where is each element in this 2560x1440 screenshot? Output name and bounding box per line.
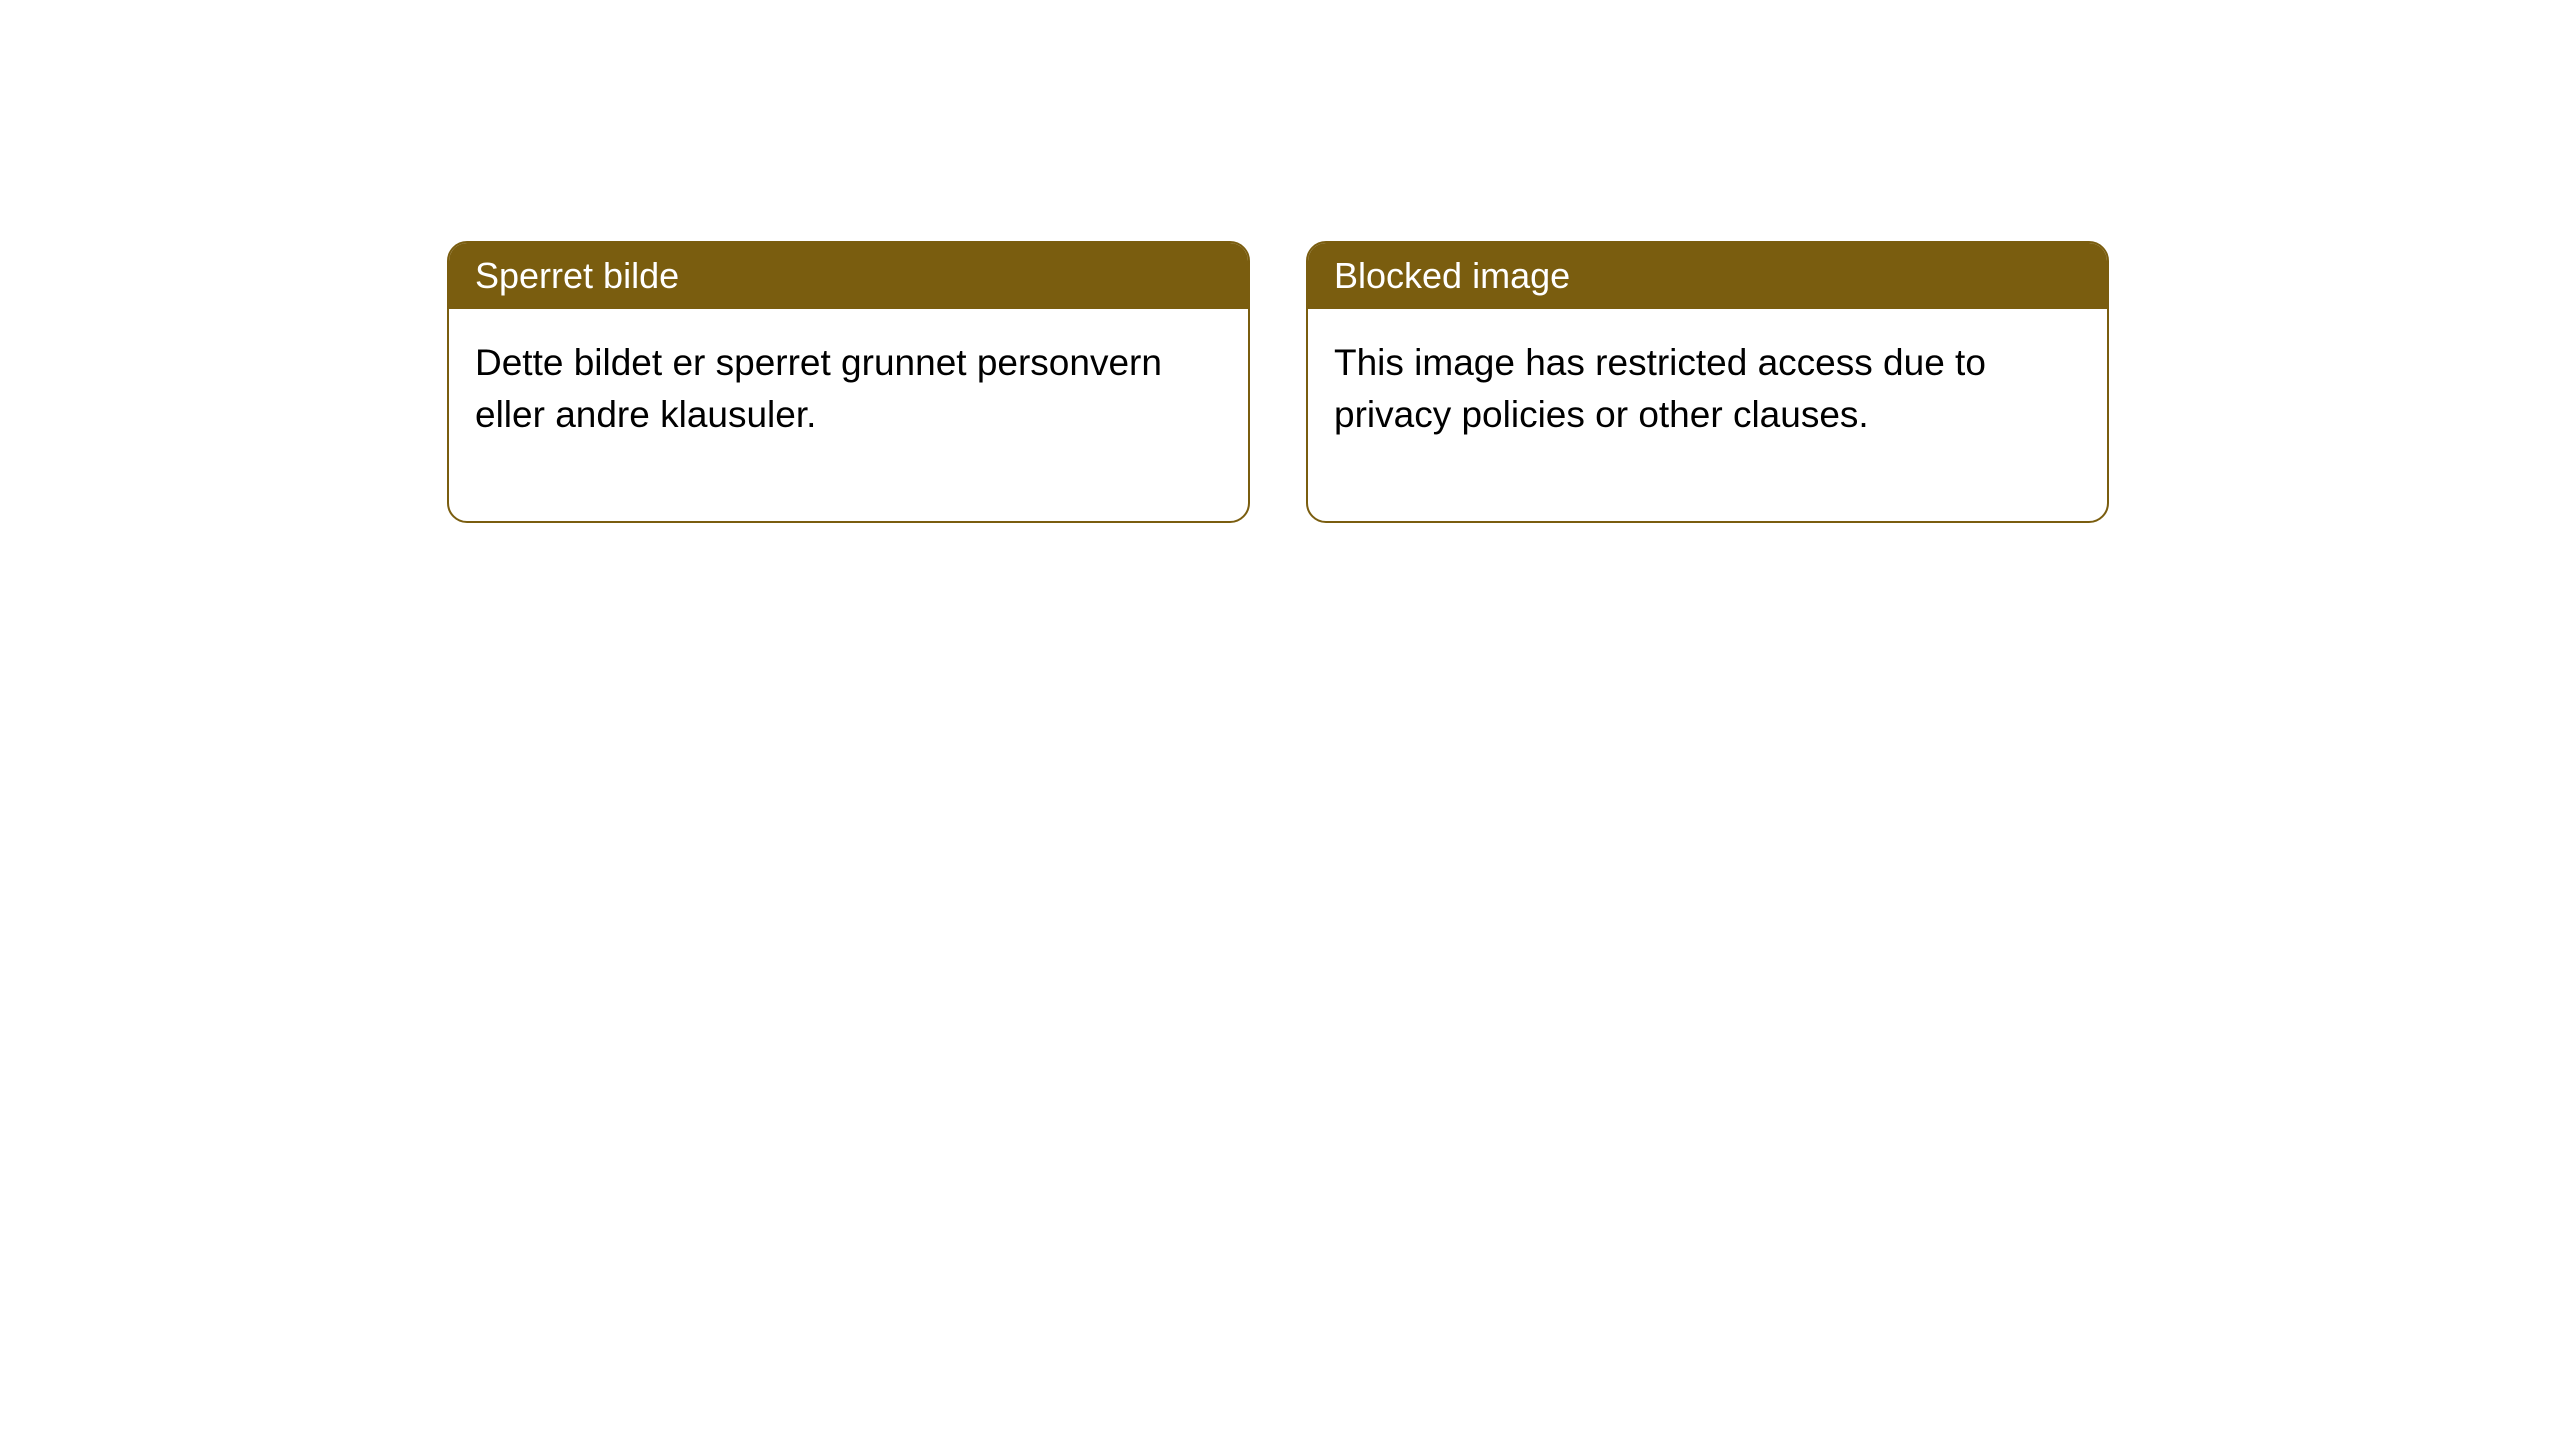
notice-card-english: Blocked image This image has restricted … — [1306, 241, 2109, 523]
notice-container: Sperret bilde Dette bildet er sperret gr… — [447, 241, 2109, 523]
card-title: Blocked image — [1334, 255, 1570, 296]
card-body-text: Dette bildet er sperret grunnet personve… — [475, 342, 1162, 435]
card-body: This image has restricted access due to … — [1308, 309, 2107, 521]
card-header: Sperret bilde — [449, 243, 1248, 309]
card-body: Dette bildet er sperret grunnet personve… — [449, 309, 1248, 521]
card-header: Blocked image — [1308, 243, 2107, 309]
notice-card-norwegian: Sperret bilde Dette bildet er sperret gr… — [447, 241, 1250, 523]
card-title: Sperret bilde — [475, 255, 679, 296]
card-body-text: This image has restricted access due to … — [1334, 342, 1986, 435]
